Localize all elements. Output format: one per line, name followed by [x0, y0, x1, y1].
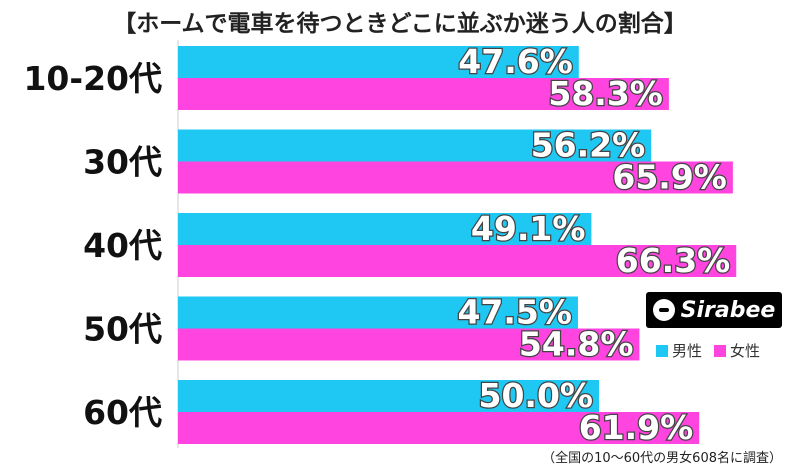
legend-swatch-male [656, 344, 668, 357]
bar-female-60 [178, 412, 700, 444]
bar-male-60 [178, 380, 599, 412]
legend-item-male: 男性 [656, 340, 702, 361]
legend-item-female: 女性 [714, 340, 760, 361]
value-label-female-30: 65.9% [612, 158, 727, 197]
value-label-female-50: 54.8% [519, 325, 634, 364]
value-label-male-40: 49.1% [471, 209, 586, 248]
category-label-60: 60代 [83, 393, 162, 432]
bar-male-30 [178, 129, 652, 162]
bar-male-40 [178, 213, 592, 245]
bar-female-50 [178, 328, 640, 361]
source-note: （全国の10～60代の男女608名に調査） [542, 451, 782, 466]
bar-female-30 [178, 161, 733, 194]
legend-label-female: 女性 [730, 342, 761, 360]
bar-male-50 [178, 296, 578, 329]
category-label-50: 50代 [83, 310, 162, 349]
chart-title: 【ホームで電車を待つときどこに並ぶか迷う人の割合】 [113, 11, 687, 37]
value-label-male-50: 47.5% [457, 293, 572, 332]
value-label-male-60: 50.0% [479, 376, 594, 415]
legend-label-male: 男性 [672, 342, 703, 360]
bar-female-40 [178, 245, 737, 277]
value-label-male-30: 56.2% [531, 126, 646, 165]
category-label-30: 30代 [83, 143, 162, 182]
bar-female-10-20 [178, 78, 669, 110]
sirabee-logo: Sirabee [646, 292, 782, 328]
value-label-male-10-20: 47.6% [458, 42, 573, 81]
logo-mark-icon [652, 299, 675, 321]
category-label-40: 40代 [83, 226, 162, 265]
bar-male-10-20 [178, 46, 579, 78]
value-label-female-60: 61.9% [579, 408, 694, 447]
category-label-10-20: 10-20代 [23, 59, 162, 98]
value-label-female-10-20: 58.3% [548, 74, 663, 113]
legend: 男性 女性 [656, 340, 760, 361]
legend-swatch-female [714, 344, 727, 357]
value-label-female-40: 66.3% [616, 241, 731, 280]
logo-text: Sirabee [680, 297, 776, 323]
